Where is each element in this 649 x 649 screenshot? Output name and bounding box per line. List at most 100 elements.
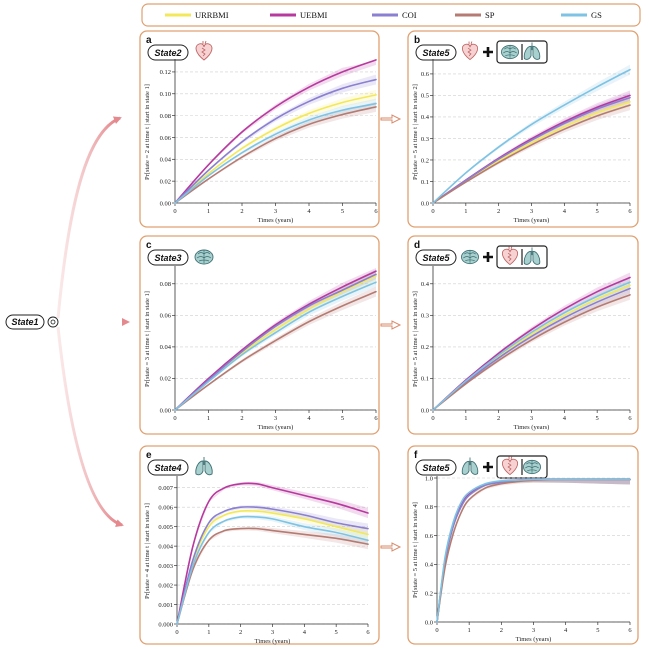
plus-icon: [483, 462, 493, 472]
heart-icon: [501, 246, 519, 266]
brain-icon: [194, 249, 214, 265]
x-tick-label: 4: [563, 208, 567, 215]
legend-item-coi: COI: [372, 10, 417, 20]
state-pill-label: State2: [154, 48, 181, 58]
branch-arrows: [56, 116, 130, 528]
ci-band-sp: [433, 100, 630, 203]
x-tick-label: 2: [500, 627, 503, 634]
y-tick-label: 0.4: [421, 114, 430, 121]
combined-states-box: [496, 455, 548, 479]
y-axis-label: Pr[state = 5 at time t | start in state …: [412, 291, 419, 387]
x-tick-label: 4: [563, 415, 567, 422]
series-line-gs: [432, 281, 631, 411]
y-axis-label: Pr[state = 5 at time t | start in state …: [412, 84, 419, 180]
x-tick-label: 4: [564, 627, 568, 634]
x-tick-label: 3: [532, 627, 535, 634]
y-tick-label: 0.00: [160, 200, 171, 207]
series-line-coi: [432, 287, 631, 411]
y-tick-label: 0.04: [160, 157, 172, 164]
y-tick-label: 0.2: [421, 344, 429, 351]
y-tick-label: 0.02: [160, 178, 171, 185]
series-line-gs: [176, 515, 369, 625]
y-axis-label: Pr[state = 3 at time t | start in state …: [144, 291, 151, 387]
x-tick-label: 0: [175, 629, 178, 636]
x-tick-label: 0: [173, 208, 176, 215]
x-tick-label: 3: [274, 415, 277, 422]
x-tick-label: 6: [374, 208, 378, 215]
series-line-uebmi: [176, 482, 369, 625]
state-pill-label: State5: [422, 463, 450, 473]
y-tick-label: 0.2: [425, 591, 433, 598]
series-line-gs: [436, 478, 631, 623]
y-tick-label: 0.12: [160, 69, 171, 76]
y-tick-label: 0.002: [158, 582, 173, 589]
x-tick-label: 1: [464, 208, 467, 215]
y-tick-label: 0.0: [425, 619, 433, 626]
brain-icon: [461, 249, 479, 265]
y-tick-label: 0.10: [160, 91, 171, 98]
y-tick-label: 0.000: [158, 621, 173, 628]
x-axis-label: Times (years): [514, 217, 550, 224]
y-tick-label: 0.001: [158, 602, 173, 609]
brain-icon: [501, 44, 519, 60]
x-tick-label: 1: [207, 629, 210, 636]
series-line-sp: [176, 527, 369, 625]
y-tick-label: 0.5: [421, 93, 429, 100]
y-tick-label: 0.4: [425, 562, 434, 569]
legend-label: URRBMI: [195, 10, 229, 20]
y-tick-label: 0.003: [158, 563, 173, 570]
x-tick-label: 1: [207, 208, 210, 215]
heart-icon: [195, 40, 213, 61]
x-tick-label: 3: [274, 208, 277, 215]
x-tick-label: 1: [468, 627, 471, 634]
series-line-uebmi: [174, 270, 377, 411]
series-line-uebmi: [174, 59, 377, 204]
legend-label: SP: [485, 10, 495, 20]
lungs-icon: [195, 457, 213, 476]
state-pill: State5: [415, 249, 457, 266]
x-tick-label: 0: [431, 208, 434, 215]
x-tick-label: 5: [341, 415, 344, 422]
state-pill-label: State5: [422, 253, 450, 263]
series-line-urrbmi: [174, 94, 377, 204]
legend-item-uebmi: UEBMI: [270, 10, 328, 20]
y-tick-label: 0.06: [160, 135, 172, 142]
legend-label: GS: [591, 10, 602, 20]
series-line-gs: [174, 102, 377, 204]
y-tick-label: 0.06: [160, 313, 172, 320]
y-tick-label: 0.6: [421, 71, 430, 78]
panel-letter: f: [414, 450, 418, 461]
legend-item-gs: GS: [561, 10, 602, 20]
y-tick-label: 0.02: [160, 376, 171, 383]
ci-band-uebmi: [175, 268, 376, 410]
panel-letter: e: [146, 450, 152, 461]
combined-states-box: [496, 245, 548, 269]
ci-band-gs: [175, 98, 376, 203]
lungs-icon: [461, 457, 479, 475]
series-line-gs: [174, 281, 377, 411]
x-tick-label: 2: [497, 415, 500, 422]
x-tick-label: 5: [596, 415, 599, 422]
legend-item-urrbmi: URRBMI: [165, 10, 229, 20]
x-tick-label: 4: [307, 415, 311, 422]
y-axis-label: Pr[state = 4 at time t | start in state …: [144, 503, 151, 599]
state-pill: State3: [147, 249, 189, 266]
lungs-icon: [523, 247, 541, 265]
x-tick-label: 2: [240, 415, 243, 422]
legend-label: UEBMI: [300, 10, 328, 20]
y-axis-label: Pr[state = 2 at time t | start in state …: [144, 84, 151, 180]
x-axis-label: Times (years): [255, 638, 291, 645]
branch-arrow-state2: [56, 116, 122, 319]
y-tick-label: 0.3: [421, 313, 429, 320]
legend-item-sp: SP: [455, 10, 495, 20]
series-line-sp: [432, 104, 631, 204]
y-tick-label: 0.00: [160, 407, 171, 414]
legend: URRBMI UEBMI COI SP GS: [141, 3, 641, 27]
x-tick-label: 5: [596, 208, 599, 215]
brain-icon: [523, 459, 541, 475]
y-tick-label: 1.0: [425, 475, 433, 482]
ci-band-sp: [175, 286, 376, 410]
series-line-sp: [174, 106, 377, 204]
